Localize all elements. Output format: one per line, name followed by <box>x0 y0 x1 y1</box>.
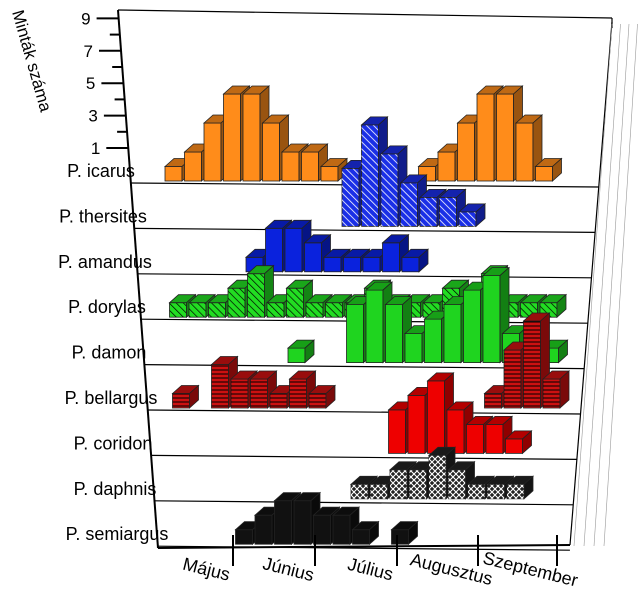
series-p-coridon <box>387 372 533 455</box>
y-axis-label: Minták száma <box>8 8 55 115</box>
bar <box>246 264 275 319</box>
bar <box>504 430 533 455</box>
y-tick-label: 5 <box>86 74 95 93</box>
bar <box>534 157 563 182</box>
bar <box>505 475 535 500</box>
side-wall-line <box>603 23 638 547</box>
bar <box>400 248 430 273</box>
series-p-icarus <box>163 85 563 182</box>
top-edge <box>117 9 613 19</box>
series-p-bellargus <box>171 312 571 409</box>
row-label: P. damon <box>72 343 147 363</box>
series-p-damon <box>286 266 569 364</box>
month-label: Szeptember <box>481 548 580 591</box>
side-wall-line <box>573 23 613 547</box>
row-label: P. coridon <box>74 433 153 453</box>
row-label: P. thersites <box>59 206 147 226</box>
bar <box>351 520 380 546</box>
x-axis-line <box>157 544 571 549</box>
chart-frame <box>117 9 613 549</box>
row-labels: P. icarus P. thersites P. amandus P. doryla… <box>58 161 168 544</box>
row-gridline <box>157 545 570 551</box>
series-p-semiargus <box>234 491 419 546</box>
row-gridline <box>137 273 592 279</box>
bar <box>447 460 476 500</box>
bar <box>457 203 487 228</box>
side-wall-line <box>593 23 630 547</box>
bars <box>163 85 571 546</box>
y-tick-label: 1 <box>91 139 100 158</box>
series-p-daphnis <box>349 446 535 500</box>
back-wall <box>118 10 612 548</box>
bar <box>418 188 448 228</box>
bar <box>541 370 571 409</box>
row-gridline <box>134 227 596 233</box>
y-tick-label: 9 <box>81 9 90 28</box>
side-wall-line <box>583 23 621 547</box>
bar <box>307 384 337 409</box>
z-axis <box>117 9 159 549</box>
y-axis-ticks: 1 3 5 7 9 <box>81 9 129 158</box>
row-label: P. dorylas <box>68 297 146 317</box>
row-gridline <box>154 500 574 506</box>
month-label: Augusztus <box>408 549 494 589</box>
series-p-amandus <box>244 219 430 273</box>
series-p-thersites <box>340 116 487 228</box>
bar <box>171 384 200 409</box>
bar <box>286 339 316 364</box>
y-tick-label: 7 <box>84 42 93 61</box>
y-tick-label: 3 <box>88 107 97 126</box>
row-gridline <box>151 454 578 460</box>
month-label: Június <box>261 553 316 585</box>
row-label: P. bellargus <box>65 388 158 408</box>
bar <box>390 520 419 546</box>
month-label: Május <box>181 554 232 585</box>
right-front-edge <box>569 21 613 546</box>
row-label: P. semiargus <box>66 524 169 544</box>
row-gridline <box>147 409 581 415</box>
bar <box>514 114 544 182</box>
row-label: P. amandus <box>58 252 152 272</box>
row-label: P. daphnis <box>74 479 157 499</box>
month-label: Július <box>346 554 396 585</box>
row-label: P. icarus <box>67 161 135 181</box>
